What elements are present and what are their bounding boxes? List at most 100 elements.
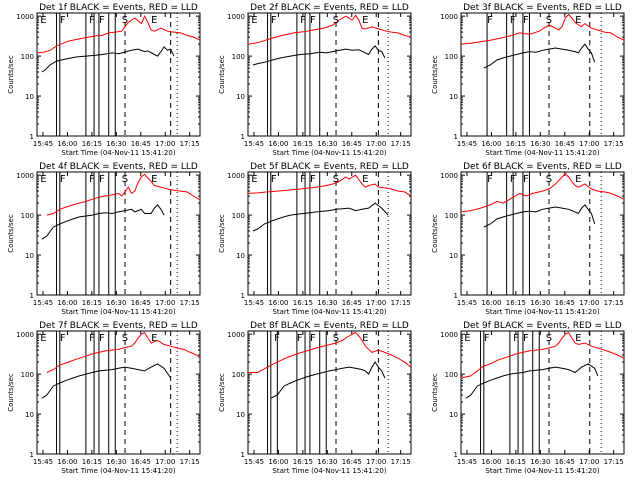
x-tick-label: 15:45 <box>244 458 264 466</box>
plot-frame <box>247 171 412 296</box>
x-tick-label: 16:45 <box>131 140 151 148</box>
series-lld-line <box>46 173 200 216</box>
y-tick-label: 100 <box>232 371 245 379</box>
flag-letter: S <box>333 174 339 185</box>
y-axis-label: Counts/sec <box>218 214 226 253</box>
x-tick-label: 17:00 <box>155 140 175 148</box>
x-tick-label: 16:15 <box>293 458 313 466</box>
x-tick-label: 17:15 <box>180 140 200 148</box>
x-tick-label: 16:15 <box>506 140 526 148</box>
flag-letter: F <box>99 174 105 185</box>
x-tick-label: 16:30 <box>317 299 337 307</box>
x-tick-label: 16:15 <box>82 458 102 466</box>
flag-letter: F <box>510 174 516 185</box>
panel-9: Det 9f BLACK = Events, RED = LLD 1 10 100 10… <box>431 321 625 475</box>
plot-frame <box>36 171 201 296</box>
flag-letter: F <box>300 15 306 26</box>
flag-letter: E <box>251 174 257 185</box>
x-tick-label: 17:15 <box>604 299 624 307</box>
flag-letter: E <box>362 333 368 344</box>
flag-letter: E <box>151 174 157 185</box>
y-tick-label: 1 <box>30 292 34 300</box>
series-lld-line <box>46 331 200 373</box>
flag-letter: F <box>487 174 493 185</box>
x-tick-label: 16:30 <box>317 458 337 466</box>
y-tick-label: 1000 <box>227 331 245 339</box>
series-lld-line <box>248 331 411 373</box>
panel-title: Det 4f BLACK = Events, RED = LLD <box>39 162 198 172</box>
plot-frame <box>460 330 625 455</box>
y-tick-label: 100 <box>21 371 34 379</box>
y-tick-label: 1 <box>241 451 245 459</box>
x-tick-label: 16:00 <box>481 299 501 307</box>
flag-letter: S <box>122 15 128 26</box>
x-tick-label: 16:30 <box>530 458 550 466</box>
x-tick-label: 16:45 <box>131 458 151 466</box>
y-tick-label: 1 <box>241 292 245 300</box>
x-tick-label: 16:00 <box>57 458 77 466</box>
panel-title: Det 3f BLACK = Events, RED = LLD <box>463 3 622 13</box>
series-lld-line <box>461 13 624 45</box>
series-lld-line <box>248 14 411 45</box>
x-tick-label: 16:30 <box>530 140 550 148</box>
y-tick-label: 100 <box>232 53 245 61</box>
y-tick-label: 10 <box>449 411 458 419</box>
series-events-line <box>41 204 165 240</box>
x-axis-label: Start Time (04-Nov-11 15:41:20) <box>485 149 599 157</box>
x-tick-label: 16:15 <box>82 140 102 148</box>
panel-title: Det 9f BLACK = Events, RED = LLD <box>463 321 622 331</box>
flag-letter: E <box>151 15 157 26</box>
flag-letter: S <box>546 174 552 185</box>
y-axis-label: Counts/sec <box>431 373 439 412</box>
flag-letter: F <box>60 333 66 344</box>
y-axis-label: Counts/sec <box>218 373 226 412</box>
x-tick-label: 17:00 <box>579 299 599 307</box>
flag-letter: S <box>122 333 128 344</box>
series-events-line <box>252 45 386 66</box>
plot-frame <box>247 12 412 137</box>
x-tick-label: 15:45 <box>457 299 477 307</box>
y-tick-label: 1 <box>454 292 458 300</box>
y-tick-label: 1 <box>454 451 458 459</box>
flag-letter: F <box>271 174 277 185</box>
flag-letter: F <box>487 15 493 26</box>
series-events-line <box>483 43 596 69</box>
flag-letter: F <box>89 174 95 185</box>
x-tick-label: 17:15 <box>391 140 411 148</box>
x-axis-label: Start Time (04-Nov-11 15:41:20) <box>61 149 175 157</box>
x-tick-label: 17:15 <box>391 458 411 466</box>
x-tick-label: 17:00 <box>579 140 599 148</box>
y-tick-label: 10 <box>236 411 245 419</box>
flag-letter: F <box>274 333 280 344</box>
series-lld-line <box>37 15 200 54</box>
flag-letter: E <box>575 174 581 185</box>
series-events-line <box>483 204 596 228</box>
series-lld-line <box>248 174 411 197</box>
x-tick-label: 16:00 <box>481 458 501 466</box>
x-axis-label: Start Time (04-Nov-11 15:41:20) <box>272 308 386 316</box>
x-tick-label: 16:30 <box>317 140 337 148</box>
panel-title: Det 1f BLACK = Events, RED = LLD <box>39 3 198 13</box>
series-events-line <box>252 202 389 232</box>
x-axis-label: Start Time (04-Nov-11 15:41:20) <box>272 149 386 157</box>
x-tick-label: 16:00 <box>268 299 288 307</box>
x-tick-label: 16:30 <box>106 140 126 148</box>
x-tick-label: 16:45 <box>555 299 575 307</box>
x-tick-label: 16:30 <box>530 299 550 307</box>
x-tick-label: 16:45 <box>342 458 362 466</box>
y-axis-label: Counts/sec <box>218 55 226 94</box>
y-tick-label: 1000 <box>440 331 458 339</box>
flag-letter: F <box>271 15 277 26</box>
y-axis-label: Counts/sec <box>7 55 15 94</box>
x-tick-label: 16:45 <box>342 299 362 307</box>
x-axis-label: Start Time (04-Nov-11 15:41:20) <box>485 308 599 316</box>
flag-letter: E <box>575 333 581 344</box>
panel-2: Det 2f BLACK = Events, RED = LLD 1 10 100 10… <box>218 3 412 157</box>
plot-frame <box>460 12 625 137</box>
y-tick-label: 10 <box>25 252 34 260</box>
x-tick-label: 16:45 <box>342 140 362 148</box>
flag-letter: F <box>484 333 490 344</box>
y-axis-label: Counts/sec <box>7 373 15 412</box>
x-tick-label: 16:30 <box>106 458 126 466</box>
